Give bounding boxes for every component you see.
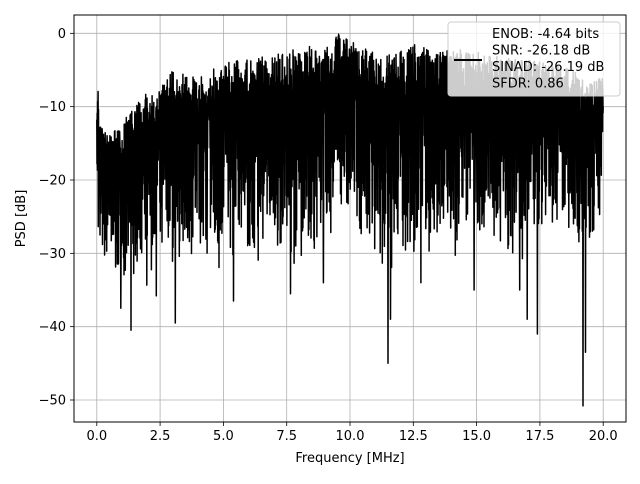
x-tick-label: 7.5: [276, 429, 297, 444]
x-tick-label: 15.0: [462, 429, 491, 444]
x-tick-label: 20.0: [589, 429, 618, 444]
y-tick-label: −50: [39, 394, 66, 409]
legend-entry-sinad: SINAD: -26.19 dB: [492, 60, 604, 75]
legend-box: [447, 21, 621, 97]
psd-series-line: [96, 33, 604, 407]
x-tick-label: 12.5: [399, 429, 428, 444]
y-tick-label: −30: [39, 247, 66, 262]
y-axis-ticks: 0 −10 −20 −30 −40 −50: [39, 27, 74, 409]
legend: ENOB: -4.64 bits SNR: -26.18 dB SINAD: -…: [447, 21, 621, 97]
x-tick-label: 5.0: [213, 429, 234, 444]
y-tick-label: −40: [39, 320, 66, 335]
x-tick-label: 10.0: [336, 429, 365, 444]
legend-entry-sfdr: SFDR: 0.86: [492, 77, 564, 92]
x-axis-label: Frequency [MHz]: [295, 451, 404, 466]
legend-entry-snr: SNR: -26.18 dB: [492, 44, 590, 59]
x-tick-label: 0.0: [86, 429, 107, 444]
y-axis-label: PSD [dB]: [14, 190, 29, 248]
y-tick-label: −10: [39, 100, 66, 115]
x-tick-label: 17.5: [525, 429, 554, 444]
x-tick-label: 2.5: [150, 429, 171, 444]
legend-entry-enob: ENOB: -4.64 bits: [492, 27, 599, 42]
series-layer: [96, 33, 604, 407]
y-tick-label: 0: [58, 27, 66, 42]
y-tick-label: −20: [39, 174, 66, 189]
x-axis-ticks: 0.0 2.5 5.0 7.5 10.0 12.5 15.0 17.5 20.0: [86, 422, 618, 444]
